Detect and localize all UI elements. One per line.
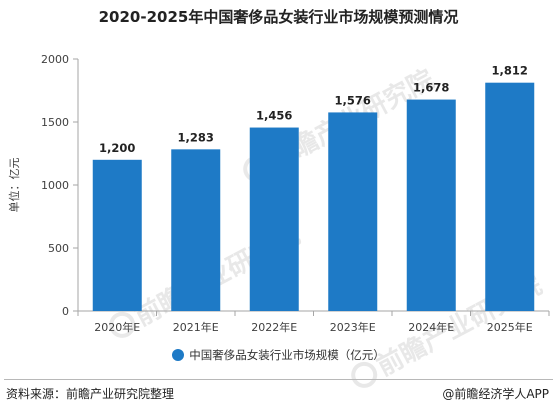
data-label: 1,283: [178, 130, 214, 144]
footer-divider: [4, 379, 553, 380]
data-label: 1,678: [413, 81, 449, 95]
bar: [249, 127, 299, 311]
x-tick-label: 2023年E: [330, 320, 376, 334]
bar: [406, 99, 456, 312]
x-tick-label: 2025年E: [487, 320, 533, 334]
bars: [92, 82, 535, 312]
bar: [485, 82, 535, 311]
qianzhan-logo-icon: [351, 361, 378, 388]
qianzhan-logo-icon: [109, 311, 136, 338]
labels: 1,200 2020年E 1,283 2021年E 1,456 2022年E 1,576 20…: [94, 64, 532, 334]
y-tick-label: 500: [48, 242, 69, 255]
y-tick-label: 0: [62, 305, 69, 318]
data-label: 1,456: [256, 109, 292, 123]
y-tick-label: 2000: [41, 53, 69, 66]
footer-brand: @前瞻经济学人APP: [442, 387, 549, 401]
legend-swatch: [172, 349, 185, 361]
bar: [92, 159, 142, 311]
y-tick-label: 1000: [41, 179, 69, 192]
y-axis-label: 单位：亿元: [7, 158, 21, 213]
data-label: 1,812: [492, 64, 528, 78]
legend: 中国奢侈品女装行业市场规模（亿元）: [0, 347, 557, 363]
data-label: 1,576: [335, 93, 371, 107]
chart-title: 2020-2025年中国奢侈品女装行业市场规模预测情况: [98, 8, 459, 26]
x-tick-label: 2024年E: [408, 320, 454, 334]
x-tick-label: 2021年E: [173, 320, 219, 334]
legend-label: 中国奢侈品女装行业市场规模（亿元）: [189, 348, 385, 362]
axes: 0 500 1000 1500 2000 单位：亿元: [7, 53, 550, 318]
y-tick-label: 1500: [41, 116, 69, 129]
x-tick-label: 2022年E: [251, 320, 297, 334]
data-label: 1,200: [99, 141, 135, 155]
x-tick-label: 2020年E: [94, 320, 140, 334]
bar: [171, 149, 221, 311]
footer-source: 资料来源：前瞻产业研究院整理: [6, 387, 175, 401]
bar: [328, 112, 378, 311]
